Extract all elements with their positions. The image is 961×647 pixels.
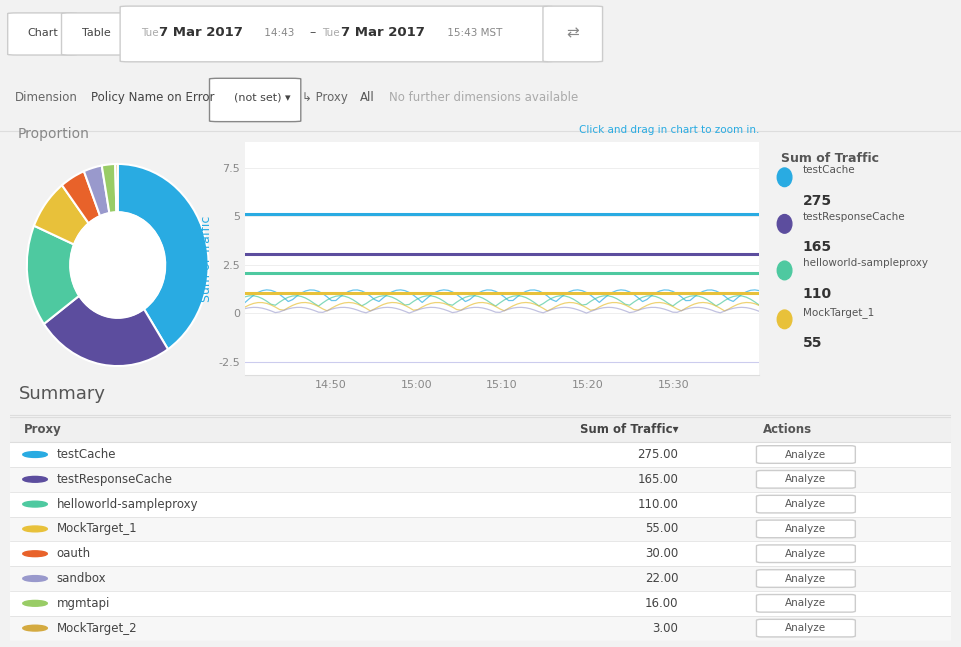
Text: 55.00: 55.00 [645,522,678,536]
Text: Analyze: Analyze [785,598,825,608]
Wedge shape [62,171,100,223]
Text: 16.00: 16.00 [645,597,678,610]
Text: Proxy: Proxy [24,423,62,436]
FancyBboxPatch shape [8,13,77,55]
Text: Click and drag in chart to zoom in.: Click and drag in chart to zoom in. [579,126,759,135]
FancyBboxPatch shape [209,78,301,122]
Text: Sum of Traffic: Sum of Traffic [781,151,879,164]
Circle shape [23,625,47,631]
Text: ↳ Proxy: ↳ Proxy [302,91,348,104]
Text: sandbox: sandbox [57,572,107,585]
Text: Proportion: Proportion [18,127,90,141]
Wedge shape [115,164,117,212]
Text: 110.00: 110.00 [637,498,678,510]
Wedge shape [102,164,116,213]
Text: 30.00: 30.00 [645,547,678,560]
Text: testCache: testCache [802,165,855,175]
Text: 14:43: 14:43 [261,28,295,38]
Text: 7 Mar 2017: 7 Mar 2017 [159,26,242,39]
Circle shape [23,501,47,507]
Text: (not set) ▾: (not set) ▾ [234,92,291,102]
Text: Analyze: Analyze [785,474,825,485]
Text: MockTarget_2: MockTarget_2 [57,622,137,635]
FancyBboxPatch shape [756,545,855,562]
Text: Tue: Tue [322,28,343,38]
FancyBboxPatch shape [756,570,855,587]
Text: 275.00: 275.00 [637,448,678,461]
Circle shape [777,310,792,329]
FancyBboxPatch shape [543,6,603,62]
Circle shape [777,261,792,280]
Text: testResponseCache: testResponseCache [802,212,905,222]
Text: 22.00: 22.00 [645,572,678,585]
Wedge shape [34,185,88,245]
FancyBboxPatch shape [62,13,131,55]
Text: testCache: testCache [57,448,116,461]
Text: testResponseCache: testResponseCache [57,473,173,486]
FancyBboxPatch shape [756,496,855,513]
Text: Analyze: Analyze [785,499,825,509]
FancyBboxPatch shape [10,417,951,442]
Text: 55: 55 [802,336,823,349]
Text: Dimension: Dimension [14,91,77,104]
Text: Analyze: Analyze [785,623,825,633]
Text: oauth: oauth [57,547,91,560]
Text: Analyze: Analyze [785,549,825,559]
Text: Tue: Tue [141,28,162,38]
Text: MockTarget_1: MockTarget_1 [802,307,875,318]
Circle shape [23,576,47,582]
FancyBboxPatch shape [756,595,855,612]
Text: Analyze: Analyze [785,524,825,534]
FancyBboxPatch shape [10,492,951,516]
Text: 165: 165 [802,240,832,254]
Text: ⇄: ⇄ [566,25,579,40]
Wedge shape [84,166,110,216]
Text: Actions: Actions [763,423,812,436]
Text: No further dimensions available: No further dimensions available [389,91,579,104]
Text: mgmtapi: mgmtapi [57,597,111,610]
Text: Analyze: Analyze [785,573,825,584]
Circle shape [23,452,47,457]
Text: helloworld-sampleproxy: helloworld-sampleproxy [802,258,927,269]
FancyBboxPatch shape [756,520,855,538]
Text: 110: 110 [802,287,832,301]
Text: Chart: Chart [27,28,58,38]
Wedge shape [44,296,168,366]
FancyBboxPatch shape [10,542,951,566]
FancyBboxPatch shape [120,6,553,62]
Text: Policy Name on Error: Policy Name on Error [91,91,215,104]
Circle shape [777,168,792,186]
Y-axis label: Sum of Traffic: Sum of Traffic [200,215,213,302]
Text: Table: Table [82,28,111,38]
Text: Summary: Summary [19,385,106,403]
Circle shape [23,600,47,606]
Text: 7 Mar 2017: 7 Mar 2017 [341,26,425,39]
FancyBboxPatch shape [10,467,951,492]
FancyBboxPatch shape [756,446,855,463]
Wedge shape [27,226,79,324]
FancyBboxPatch shape [756,619,855,637]
FancyBboxPatch shape [10,442,951,467]
Text: Sum of Traffic▾: Sum of Traffic▾ [579,423,678,436]
Text: MockTarget_1: MockTarget_1 [57,522,137,536]
Circle shape [23,551,47,556]
Circle shape [70,212,165,318]
Wedge shape [118,164,209,349]
Circle shape [23,476,47,482]
Text: 3.00: 3.00 [653,622,678,635]
Circle shape [23,526,47,532]
FancyBboxPatch shape [756,470,855,488]
FancyBboxPatch shape [10,566,951,591]
FancyBboxPatch shape [10,516,951,542]
Circle shape [777,215,792,233]
Text: All: All [360,91,375,104]
Text: –: – [306,26,320,39]
FancyBboxPatch shape [10,591,951,616]
Text: 15:43 MST: 15:43 MST [444,28,503,38]
FancyBboxPatch shape [10,616,951,641]
Text: helloworld-sampleproxy: helloworld-sampleproxy [57,498,198,510]
Text: 275: 275 [802,193,832,208]
Text: Analyze: Analyze [785,450,825,459]
Text: 165.00: 165.00 [637,473,678,486]
